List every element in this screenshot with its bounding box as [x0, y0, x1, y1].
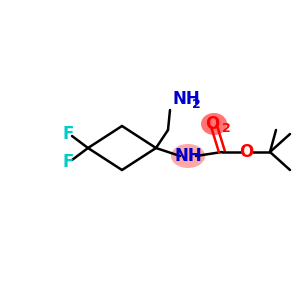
Text: NH: NH — [174, 147, 202, 165]
Text: 2: 2 — [192, 98, 201, 111]
Text: 2: 2 — [222, 122, 231, 134]
Text: F: F — [62, 153, 74, 171]
Text: O: O — [239, 143, 253, 161]
Ellipse shape — [201, 113, 227, 135]
Text: O: O — [205, 115, 219, 133]
Ellipse shape — [171, 144, 205, 168]
Text: F: F — [62, 125, 74, 143]
Text: NH: NH — [172, 90, 200, 108]
